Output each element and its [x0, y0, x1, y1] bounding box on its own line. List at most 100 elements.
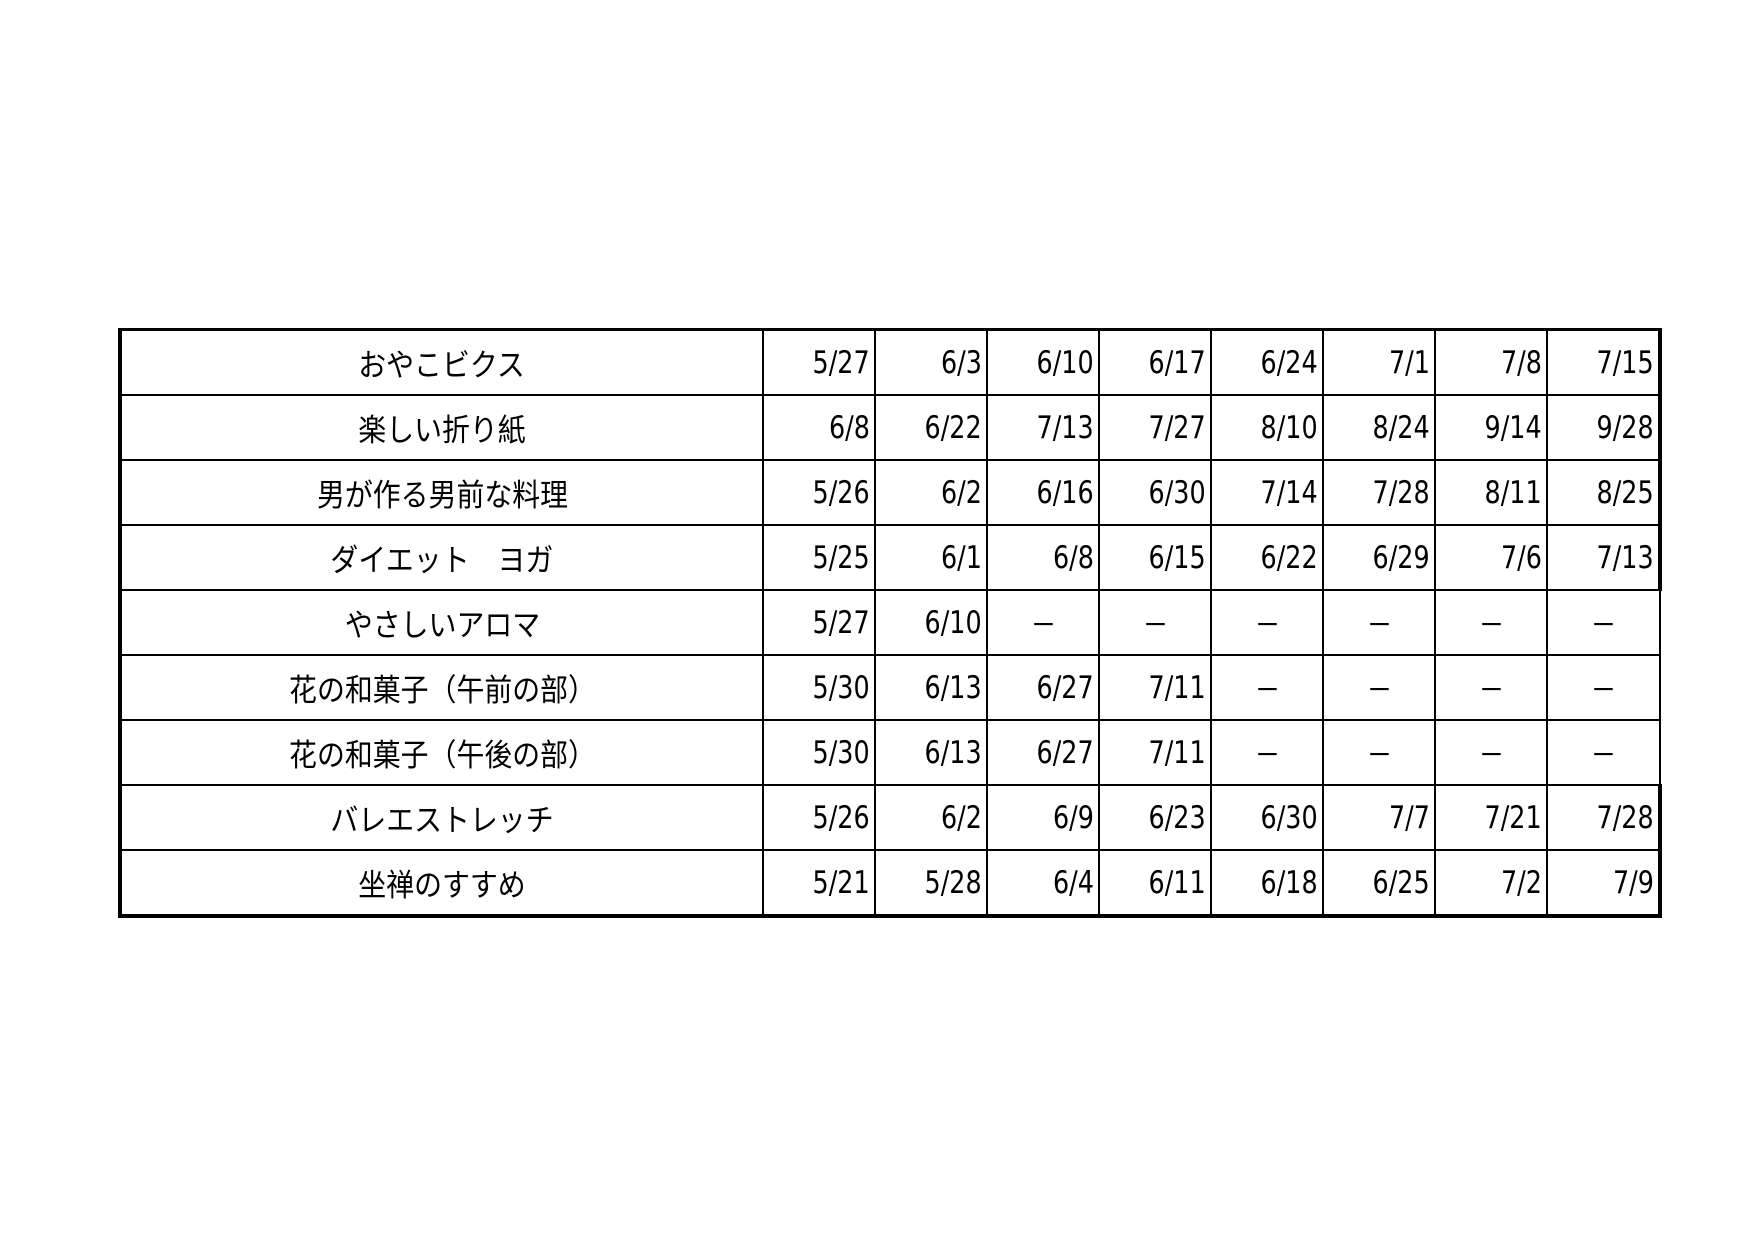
date-value: 6/23: [1148, 799, 1206, 836]
date-value: 7/11: [1148, 669, 1206, 706]
class-name: 花の和菓子（午前の部）: [288, 673, 596, 709]
table-row: 坐禅のすすめ 5/21 5/28 6/4 6/11 6/18 6/25 7/2 7/9: [119, 849, 1662, 917]
date-cell: 7/9: [1546, 849, 1662, 917]
date-value: －: [1142, 608, 1168, 644]
date-cell: 6/1: [874, 524, 988, 591]
date-value: 7/28: [1372, 474, 1430, 511]
date-value: 5/26: [812, 799, 870, 836]
date-cell: －: [1546, 589, 1661, 656]
date-value: －: [1030, 608, 1056, 644]
date-value: 7/11: [1148, 734, 1206, 771]
class-name-cell: やさしいアロマ: [119, 589, 764, 656]
date-cell: 7/27: [1098, 394, 1212, 461]
table-row: 男が作る男前な料理 5/26 6/2 6/16 6/30 7/14 7/28 8/11 8/25: [119, 459, 1662, 526]
date-cell: 5/27: [762, 328, 876, 396]
date-value: 9/28: [1596, 409, 1654, 446]
date-value: 6/2: [941, 799, 982, 836]
date-value: 9/14: [1484, 409, 1542, 446]
class-name: 男が作る男前な料理: [316, 478, 568, 514]
date-value: 6/24: [1260, 344, 1318, 381]
date-value: 6/3: [941, 344, 982, 381]
date-cell: 5/26: [762, 459, 876, 526]
date-value: 6/1: [941, 539, 982, 576]
date-cell: 6/3: [874, 328, 988, 396]
date-cell: 7/8: [1434, 328, 1548, 396]
date-cell: 6/9: [986, 784, 1100, 851]
date-value: 6/8: [1053, 539, 1094, 576]
date-cell: 7/28: [1546, 784, 1662, 851]
date-cell: 6/29: [1322, 524, 1436, 591]
date-cell: 5/25: [762, 524, 876, 591]
date-cell: －: [1322, 654, 1436, 721]
date-value: －: [1254, 738, 1280, 774]
date-cell: 5/30: [762, 719, 876, 786]
date-value: 7/7: [1389, 799, 1430, 836]
class-name: ダイエット ヨガ: [330, 543, 554, 579]
date-value: 7/2: [1501, 864, 1542, 901]
date-cell: －: [1210, 719, 1324, 786]
date-value: －: [1254, 673, 1280, 709]
date-value: 7/28: [1596, 799, 1654, 836]
class-schedule-table: おやこビクス 5/27 6/3 6/10 6/17 6/24 7/1 7/8 7/15 楽しい折り…: [118, 328, 1662, 918]
date-value: 5/21: [812, 864, 870, 901]
date-cell: 6/22: [1210, 524, 1324, 591]
date-value: 6/16: [1036, 474, 1094, 511]
date-cell: 6/18: [1210, 849, 1324, 917]
date-value: 7/6: [1501, 539, 1542, 576]
date-value: －: [1478, 608, 1504, 644]
date-value: －: [1478, 738, 1504, 774]
class-name-cell: 坐禅のすすめ: [119, 849, 764, 917]
date-cell: 6/30: [1098, 459, 1212, 526]
date-cell: 9/14: [1434, 394, 1548, 461]
date-cell: 7/13: [986, 394, 1100, 461]
table-row: やさしいアロマ 5/27 6/10 － － － － － －: [119, 589, 1661, 656]
date-value: 6/22: [1260, 539, 1318, 576]
class-name: おやこビクス: [358, 348, 526, 384]
date-cell: 7/1: [1322, 328, 1436, 396]
date-value: －: [1254, 608, 1280, 644]
date-cell: 6/17: [1098, 328, 1212, 396]
date-value: 7/9: [1613, 864, 1654, 901]
date-value: 6/22: [924, 409, 982, 446]
date-cell: －: [1546, 719, 1661, 786]
date-cell: 9/28: [1546, 394, 1662, 461]
date-cell: 8/10: [1210, 394, 1324, 461]
class-name-cell: 楽しい折り紙: [119, 394, 764, 461]
date-value: 6/30: [1260, 799, 1318, 836]
date-cell: 5/28: [874, 849, 988, 917]
date-value: 6/10: [924, 604, 982, 641]
date-value: 6/13: [924, 669, 982, 706]
date-cell: －: [1434, 654, 1548, 721]
date-value: 8/10: [1260, 409, 1318, 446]
date-cell: 6/16: [986, 459, 1100, 526]
date-value: 7/21: [1484, 799, 1542, 836]
date-cell: 6/24: [1210, 328, 1324, 396]
date-cell: 6/30: [1210, 784, 1324, 851]
date-value: －: [1590, 608, 1617, 644]
date-cell: 6/23: [1098, 784, 1212, 851]
date-value: 7/27: [1148, 409, 1206, 446]
date-value: 6/2: [941, 474, 982, 511]
date-cell: 7/28: [1322, 459, 1436, 526]
date-cell: 8/24: [1322, 394, 1436, 461]
date-cell: 5/30: [762, 654, 876, 721]
date-cell: 5/21: [762, 849, 876, 917]
date-cell: 6/8: [986, 524, 1100, 591]
table-row: 楽しい折り紙 6/8 6/22 7/13 7/27 8/10 8/24 9/14 9/28: [119, 394, 1662, 461]
date-cell: 8/25: [1546, 459, 1662, 526]
date-cell: 6/2: [874, 784, 988, 851]
date-value: 6/15: [1148, 539, 1206, 576]
date-value: －: [1366, 608, 1392, 644]
date-value: 5/27: [812, 344, 870, 381]
date-value: 7/15: [1596, 344, 1654, 381]
class-name-cell: 花の和菓子（午後の部）: [119, 719, 764, 786]
date-value: 8/25: [1596, 474, 1654, 511]
class-name: バレエストレッチ: [330, 803, 554, 839]
date-cell: 6/27: [986, 654, 1100, 721]
date-cell: 6/8: [762, 394, 876, 461]
date-value: －: [1478, 673, 1504, 709]
date-value: 6/4: [1053, 864, 1094, 901]
class-name-cell: 男が作る男前な料理: [119, 459, 764, 526]
date-cell: 7/21: [1434, 784, 1548, 851]
date-cell: 6/2: [874, 459, 988, 526]
